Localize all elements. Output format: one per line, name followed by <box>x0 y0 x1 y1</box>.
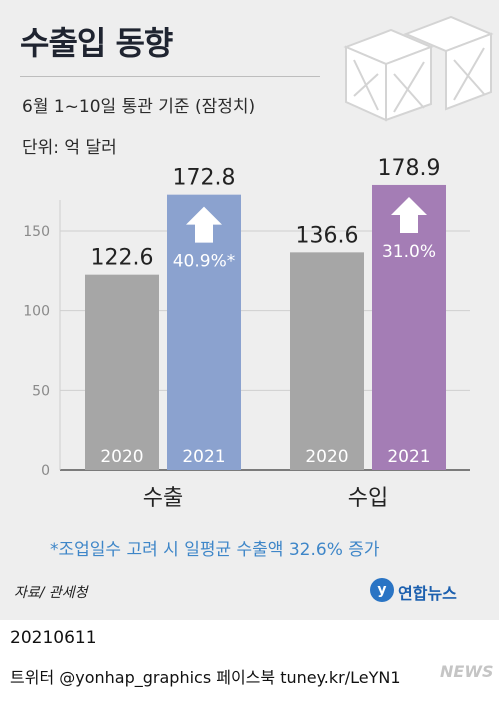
y-tick-label: 100 <box>23 304 50 320</box>
social-links: 트위터 @yonhap_graphics 페이스북 tuney.kr/LeYN1 <box>10 668 401 687</box>
yonhap-logo-text: 연합뉴스 <box>398 584 457 603</box>
chart-subtitle: 6월 1~10일 통관 기준 (잠정치) <box>22 97 256 117</box>
news-watermark: NEWS <box>440 662 494 681</box>
bar-chart: 0 50 100 150 122.6 2020 172.8 2021 40.9%* 수출 136.6… <box>23 156 470 511</box>
bar-year-label: 2021 <box>182 447 225 467</box>
cargo-boxes-icon <box>343 15 494 122</box>
footnote: *조업일수 고려 시 일평균 수출액 32.6% 증가 <box>50 540 380 560</box>
title-divider <box>20 76 320 77</box>
bar-year-label: 2021 <box>387 447 430 467</box>
source-label: 자료/ 관세청 <box>14 585 88 601</box>
up-arrow-icon <box>186 206 222 243</box>
bar <box>290 252 364 470</box>
bar <box>85 274 159 470</box>
bar-year-label: 2020 <box>100 447 143 467</box>
up-arrow-icon <box>391 196 427 233</box>
infographic: 수출입 동향 6월 1~10일 통관 기준 (잠정치) 단위: 억 달러 0 50… <box>0 0 499 620</box>
category-label: 수입 <box>348 486 388 511</box>
publish-date: 20210611 <box>10 628 97 648</box>
category-label: 수출 <box>143 486 183 511</box>
y-tick-label: 0 <box>41 463 50 479</box>
bar-value-label: 136.6 <box>296 223 359 248</box>
unit-label: 단위: 억 달러 <box>22 138 117 158</box>
bar-value-label: 178.9 <box>378 156 441 181</box>
yonhap-logo-icon: y <box>370 578 394 602</box>
chart-title: 수출입 동향 <box>20 24 173 62</box>
change-label: 31.0% <box>382 242 436 262</box>
y-tick-label: 150 <box>23 224 50 240</box>
y-tick-label: 50 <box>32 383 50 399</box>
bar-value-label: 122.6 <box>91 246 154 271</box>
yonhap-logo: y 연합뉴스 <box>370 576 495 606</box>
change-label: 40.9%* <box>173 252 236 272</box>
bar-value-label: 172.8 <box>173 166 236 191</box>
bar-year-label: 2020 <box>305 447 348 467</box>
